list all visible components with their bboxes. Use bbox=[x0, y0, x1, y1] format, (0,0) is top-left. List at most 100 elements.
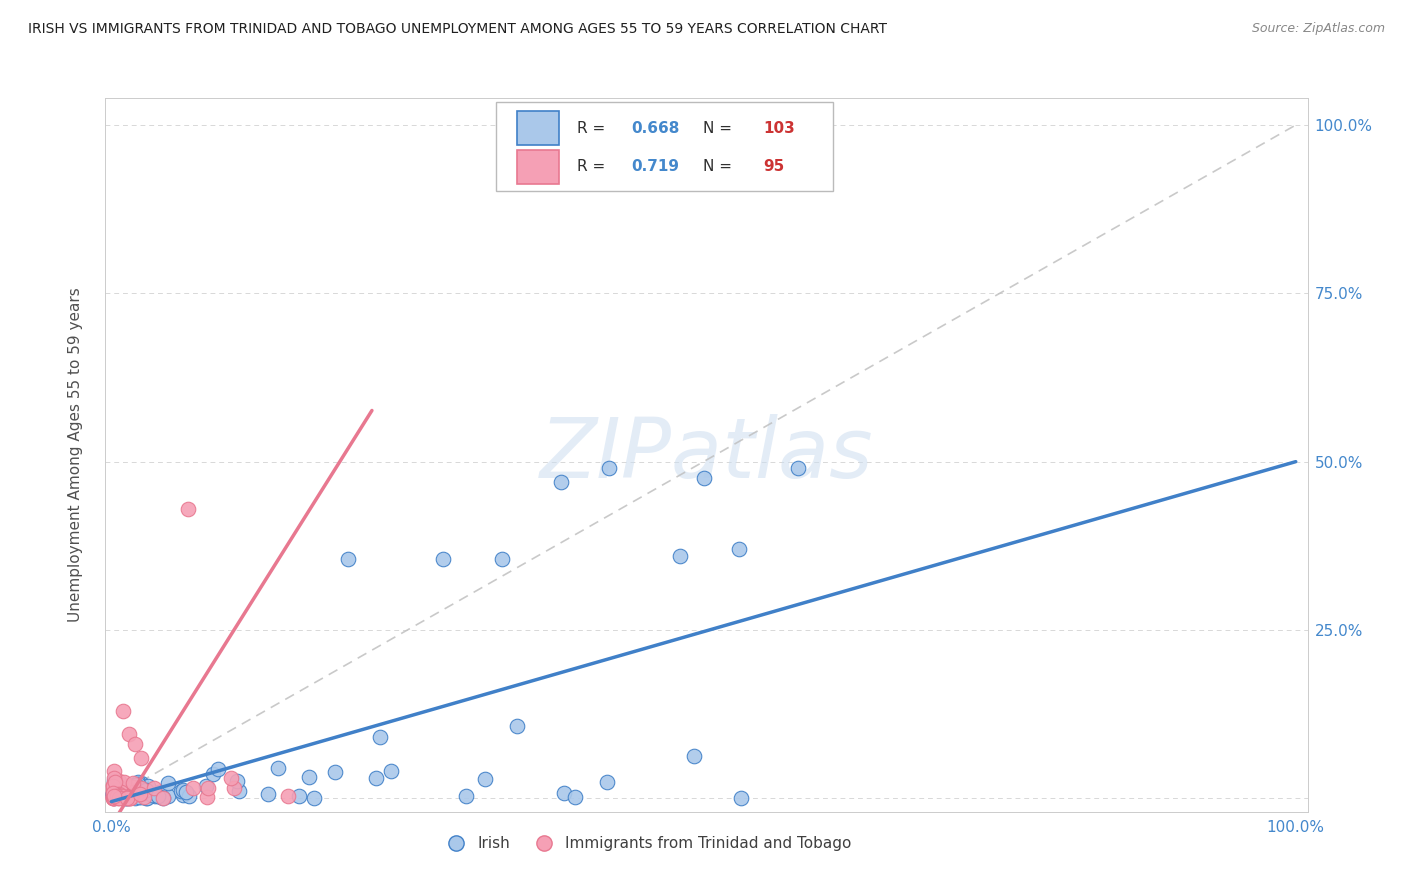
Point bbox=[323, 765, 346, 780]
Point bbox=[104, 775, 127, 789]
Point bbox=[143, 781, 166, 796]
Point bbox=[103, 791, 125, 805]
Point bbox=[112, 788, 135, 802]
Point bbox=[104, 788, 127, 802]
Point bbox=[110, 790, 132, 805]
Point bbox=[195, 779, 218, 793]
Point bbox=[103, 789, 125, 803]
Legend: Irish, Immigrants from Trinidad and Tobago: Irish, Immigrants from Trinidad and Toba… bbox=[434, 830, 858, 857]
Point bbox=[104, 779, 127, 793]
Point bbox=[150, 790, 173, 805]
Point bbox=[302, 791, 325, 805]
Point bbox=[107, 789, 129, 803]
Point bbox=[118, 789, 141, 804]
Point bbox=[103, 789, 125, 804]
Point bbox=[124, 791, 146, 805]
Point bbox=[134, 790, 156, 805]
Point bbox=[104, 789, 127, 804]
Point bbox=[288, 789, 311, 803]
Point bbox=[108, 788, 131, 802]
Point bbox=[491, 552, 513, 566]
Point bbox=[172, 783, 194, 797]
Text: R =: R = bbox=[576, 160, 610, 174]
Point bbox=[103, 785, 125, 799]
Point bbox=[728, 542, 751, 557]
Point bbox=[115, 791, 138, 805]
Point bbox=[692, 471, 714, 485]
Point bbox=[156, 789, 179, 803]
Point bbox=[105, 789, 128, 803]
Text: 103: 103 bbox=[763, 120, 794, 136]
Point bbox=[103, 791, 125, 805]
Point bbox=[101, 790, 124, 805]
Point bbox=[128, 781, 150, 796]
Text: N =: N = bbox=[703, 120, 737, 136]
Point bbox=[143, 789, 166, 804]
Point bbox=[117, 789, 139, 804]
FancyBboxPatch shape bbox=[516, 150, 558, 184]
Point bbox=[104, 787, 127, 801]
Point bbox=[505, 719, 527, 733]
Point bbox=[103, 778, 125, 792]
Point bbox=[108, 789, 131, 803]
Point bbox=[122, 775, 145, 789]
Point bbox=[224, 781, 246, 796]
Text: 0.668: 0.668 bbox=[631, 120, 679, 136]
Point bbox=[598, 461, 620, 475]
FancyBboxPatch shape bbox=[496, 102, 832, 191]
Point bbox=[129, 781, 152, 796]
Point bbox=[177, 501, 200, 516]
Point bbox=[298, 770, 321, 784]
Point bbox=[121, 788, 143, 802]
Point bbox=[111, 790, 134, 805]
Point bbox=[135, 783, 157, 797]
Point bbox=[127, 777, 149, 791]
Point bbox=[120, 790, 142, 805]
Point bbox=[108, 791, 131, 805]
Point bbox=[101, 779, 124, 793]
Point bbox=[110, 789, 132, 803]
Point bbox=[101, 790, 124, 805]
Point bbox=[122, 778, 145, 792]
Point bbox=[105, 788, 128, 802]
Point bbox=[114, 790, 136, 805]
Point bbox=[181, 780, 204, 795]
Point bbox=[682, 749, 704, 764]
Point bbox=[120, 786, 142, 800]
Point bbox=[669, 549, 692, 563]
Point bbox=[101, 785, 124, 799]
Point bbox=[118, 727, 141, 741]
Point bbox=[105, 790, 128, 805]
Point bbox=[121, 786, 143, 800]
Point bbox=[368, 731, 391, 745]
Point bbox=[787, 461, 810, 475]
Point bbox=[115, 790, 138, 805]
Text: ZIPatlas: ZIPatlas bbox=[540, 415, 873, 495]
Point bbox=[225, 773, 247, 788]
Point bbox=[104, 783, 127, 797]
Point bbox=[118, 785, 141, 799]
Point bbox=[108, 789, 131, 804]
Point bbox=[108, 788, 131, 802]
Text: IRISH VS IMMIGRANTS FROM TRINIDAD AND TOBAGO UNEMPLOYMENT AMONG AGES 55 TO 59 YE: IRISH VS IMMIGRANTS FROM TRINIDAD AND TO… bbox=[28, 22, 887, 37]
Point bbox=[121, 780, 143, 795]
Point bbox=[110, 788, 132, 802]
Point bbox=[114, 785, 136, 799]
Point bbox=[141, 788, 163, 802]
Point bbox=[114, 788, 136, 802]
Text: R =: R = bbox=[576, 120, 610, 136]
Point bbox=[380, 764, 402, 778]
Point bbox=[112, 790, 135, 805]
Y-axis label: Unemployment Among Ages 55 to 59 years: Unemployment Among Ages 55 to 59 years bbox=[69, 287, 83, 623]
Point bbox=[118, 790, 141, 805]
Point bbox=[207, 762, 229, 776]
Point bbox=[146, 789, 169, 803]
Point bbox=[104, 789, 127, 803]
Point bbox=[101, 787, 124, 801]
Point bbox=[125, 778, 148, 792]
Point bbox=[148, 784, 170, 798]
Point bbox=[104, 782, 127, 797]
Point bbox=[104, 789, 127, 803]
Point bbox=[228, 784, 250, 798]
Point bbox=[101, 788, 124, 802]
